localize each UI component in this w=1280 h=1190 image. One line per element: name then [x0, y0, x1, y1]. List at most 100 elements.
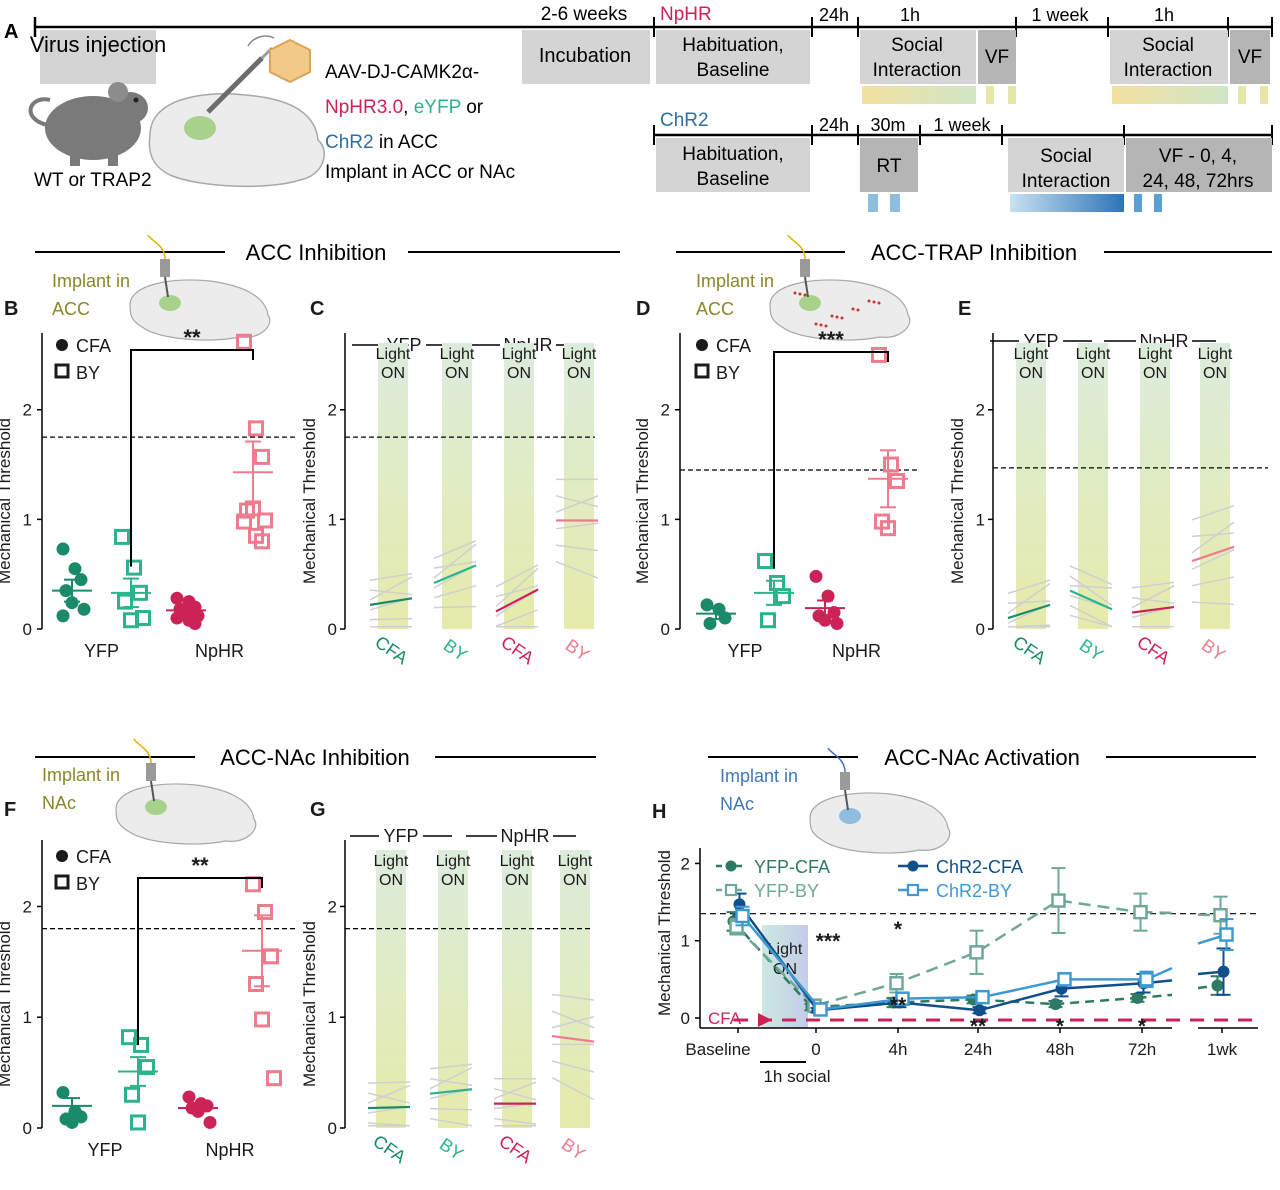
trap-cell-dot — [824, 324, 828, 328]
light-label: Light — [502, 346, 537, 363]
panel-letter: F — [4, 799, 16, 821]
y-axis-label: Mechanical Threshold — [948, 418, 967, 584]
x-label: BY — [558, 1134, 589, 1164]
legend-by-marker — [694, 363, 710, 379]
trap-cell-dot — [803, 293, 807, 297]
y-tick-label: 0 — [23, 1119, 32, 1138]
y-axis-label: Mechanical Threshold — [0, 418, 14, 584]
x-label: BY — [436, 1134, 467, 1164]
aav-label: AAV-DJ-CAMK2α- — [325, 62, 479, 83]
chr2-30m: 30m — [870, 115, 905, 135]
fiber-cannula — [160, 259, 170, 277]
group-label-bg — [379, 824, 423, 844]
fiber — [164, 276, 169, 298]
y-tick-label: 0 — [328, 1119, 337, 1138]
individual-line — [1191, 504, 1235, 521]
individual-line — [555, 544, 599, 552]
light-label: Light — [558, 853, 593, 870]
data-point — [257, 512, 273, 529]
on-label: ON — [507, 365, 531, 382]
panel-d: D Implant in ACC CFA BY 0 1 2 Mechanical Thresho… — [633, 234, 920, 661]
on-label: ON — [563, 872, 587, 889]
brain-shape — [129, 279, 271, 341]
y-axis-label: Mechanical Threshold — [633, 418, 652, 584]
data-point — [248, 420, 264, 437]
light-on-band — [1016, 343, 1046, 629]
legend-label: ChR2-BY — [936, 881, 1012, 901]
series-line — [732, 920, 1138, 1009]
x-label-yfp: YFP — [84, 641, 119, 661]
on-label: ON — [379, 872, 403, 889]
data-point — [975, 989, 990, 1005]
x-tick-label: Baseline — [685, 1040, 750, 1059]
data-point — [769, 574, 785, 591]
individual-line — [369, 576, 413, 601]
mouse-icon — [28, 82, 148, 166]
data-point — [126, 559, 142, 576]
y-tick-label: 1 — [328, 1008, 337, 1027]
virus-injection-box — [40, 30, 156, 84]
incubation-box — [522, 30, 650, 84]
x-label-yfp: YFP — [727, 641, 762, 661]
nphr-vf-a: VF — [985, 47, 1009, 68]
data-point — [871, 346, 887, 363]
fiber-cable — [147, 234, 166, 260]
mean-line — [551, 1034, 595, 1043]
brain-implant-icon — [769, 234, 911, 341]
individual-line — [429, 1066, 473, 1090]
brain-shape — [115, 783, 257, 845]
data-point — [757, 553, 773, 570]
legend-by: BY — [716, 363, 740, 383]
legend-cfa: CFA — [76, 847, 111, 867]
x-tick-label: 48h — [1046, 1040, 1074, 1059]
data-point — [248, 976, 264, 992]
mean-line — [1069, 589, 1113, 611]
trap-cell-dot — [835, 315, 839, 319]
brain-region — [145, 799, 167, 815]
data-point — [266, 1070, 282, 1087]
individual-line — [555, 522, 599, 530]
x-tick-label: 0 — [811, 1040, 820, 1059]
chr2-rt: RT — [877, 156, 902, 177]
fiber-cannula — [800, 259, 810, 277]
individual-line — [1131, 581, 1175, 589]
trap-cell-dot — [867, 299, 871, 303]
panel-c: CYFPNpHRLightONLightONLightONLightON012M… — [300, 298, 599, 668]
implant-label: Implant in — [696, 271, 774, 291]
brain-implant-icon — [115, 738, 257, 845]
nphr-interaction-b: Interaction — [1124, 60, 1213, 81]
individual-line — [1191, 548, 1235, 570]
section-acc-inhibition: ACC Inhibition — [246, 240, 387, 265]
individual-line — [551, 1015, 595, 1029]
series-head — [1197, 913, 1221, 917]
y-axis-label: Mechanical Threshold — [300, 418, 319, 584]
mean-line — [1191, 545, 1235, 563]
chr2-baseline: Baseline — [697, 169, 770, 190]
individual-line — [1191, 576, 1235, 587]
individual-line — [551, 1076, 595, 1101]
y-tick-label: 0 — [328, 620, 337, 639]
data-point — [133, 1036, 149, 1053]
brain-region — [159, 295, 181, 311]
y-tick-label: 0 — [976, 620, 985, 639]
individual-line — [1191, 521, 1235, 554]
data-point — [889, 473, 905, 489]
panel-letter: C — [310, 298, 324, 320]
legend-label: ChR2-CFA — [936, 857, 1023, 877]
mean-line — [433, 564, 477, 584]
light-label: Light — [376, 346, 411, 363]
mean-line — [1131, 605, 1175, 614]
data-point — [65, 1115, 79, 1129]
data-point — [257, 904, 273, 920]
panel-letter: D — [636, 298, 650, 320]
panel-f: F Implant in NAc CFA BY 0 1 2 Mechanical Thresho… — [0, 738, 298, 1160]
data-point — [809, 569, 823, 583]
panel-letter: G — [310, 799, 326, 821]
on-label: ON — [441, 872, 465, 889]
individual-line — [1069, 614, 1113, 628]
nphr-social-b: Social — [1142, 35, 1194, 56]
individual-line — [433, 540, 477, 559]
chr2-1week: 1 week — [933, 115, 991, 135]
data-point — [735, 908, 750, 924]
x-tick-label: 1wk — [1207, 1040, 1238, 1059]
